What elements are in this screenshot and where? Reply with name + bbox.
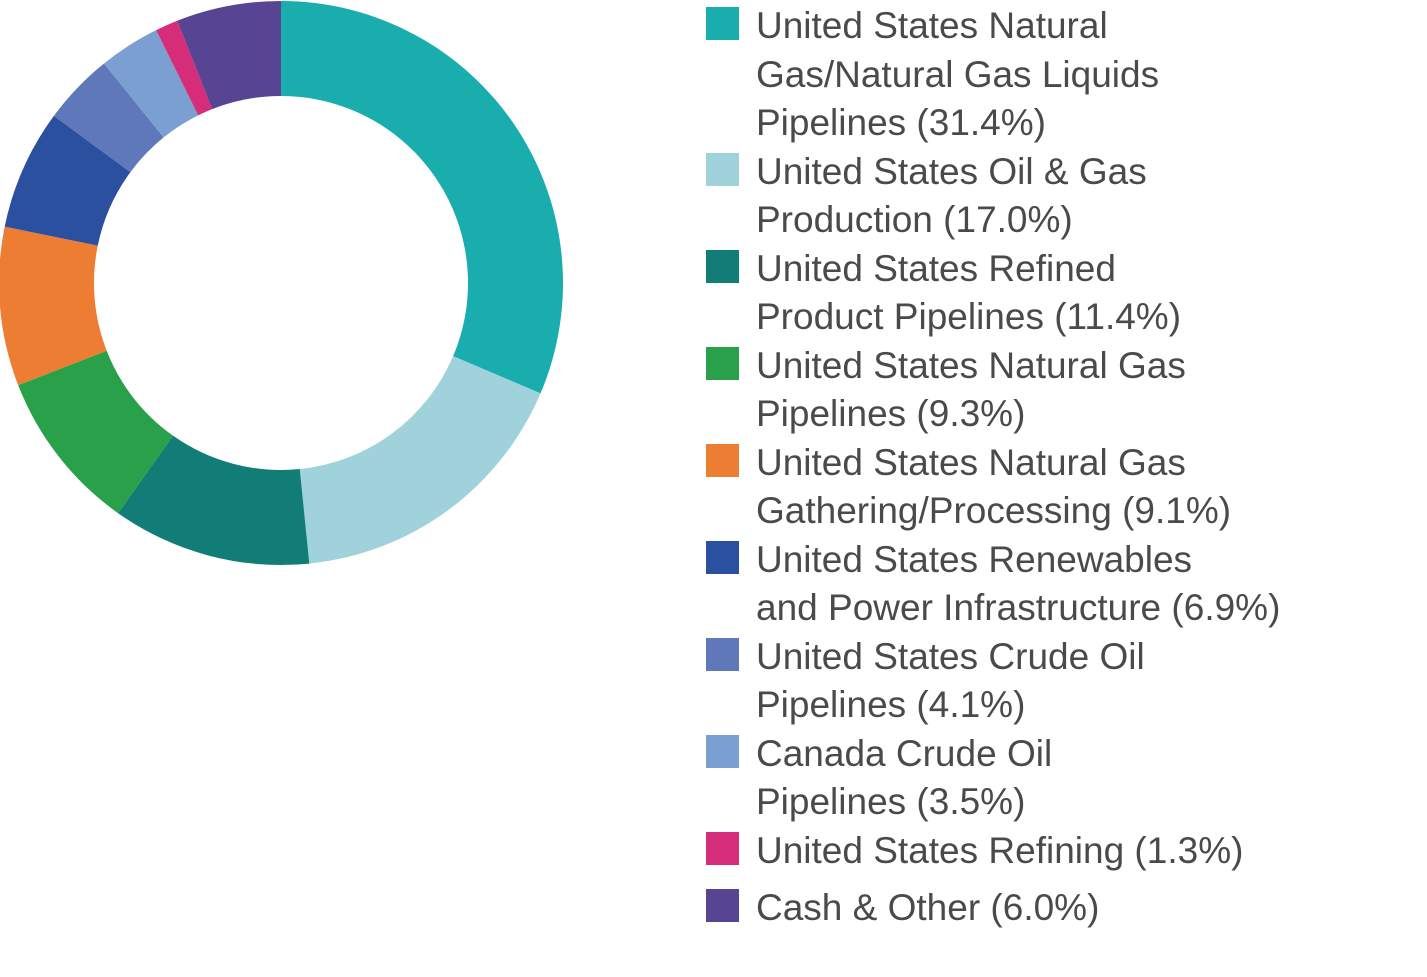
donut-slice-3 <box>118 435 310 565</box>
donut-slice-6 <box>4 115 131 246</box>
donut-slice-10 <box>177 1 281 110</box>
legend-swatch <box>706 889 739 922</box>
legend-swatch <box>706 831 739 865</box>
legend-swatch <box>706 637 739 671</box>
donut-slice-9 <box>156 20 213 116</box>
legend-label: United States Crude Oil Pipelines (4.1%) <box>756 635 1145 726</box>
legend-label: United States Oil & Gas Production (17.0… <box>756 150 1147 241</box>
legend-label: Canada Crude Oil Pipelines (3.5%) <box>756 732 1053 823</box>
legend-label: United States Refining (1.3%) <box>756 829 1244 871</box>
legend-label: United States Natural Gas/Natural Gas Li… <box>756 5 1160 143</box>
legend-swatch <box>706 540 739 574</box>
donut-slice-7 <box>53 63 164 173</box>
donut-slice-2 <box>299 356 541 564</box>
legend-swatch <box>706 7 739 40</box>
legend-swatch <box>706 152 739 186</box>
donut-slice-5 <box>0 226 107 386</box>
donut-chart <box>0 1 563 565</box>
legend-label: Cash & Other (6.0%) <box>756 887 1100 928</box>
donut-slice-4 <box>18 350 173 514</box>
donut-slice-8 <box>103 30 199 138</box>
legend-label: United States Natural Gas Gathering/Proc… <box>756 441 1232 532</box>
legend-label: United States Natural Gas Pipelines (9.3… <box>756 344 1186 435</box>
legend-swatch <box>706 443 739 477</box>
donut-slice-1 <box>281 1 563 394</box>
legend-swatch <box>706 734 739 768</box>
legend-label: United States Renewables and Power Infra… <box>756 538 1281 629</box>
legend-swatch <box>706 346 739 380</box>
legend-swatch <box>706 249 739 283</box>
legend-label: United States Refined Product Pipelines … <box>756 247 1182 338</box>
